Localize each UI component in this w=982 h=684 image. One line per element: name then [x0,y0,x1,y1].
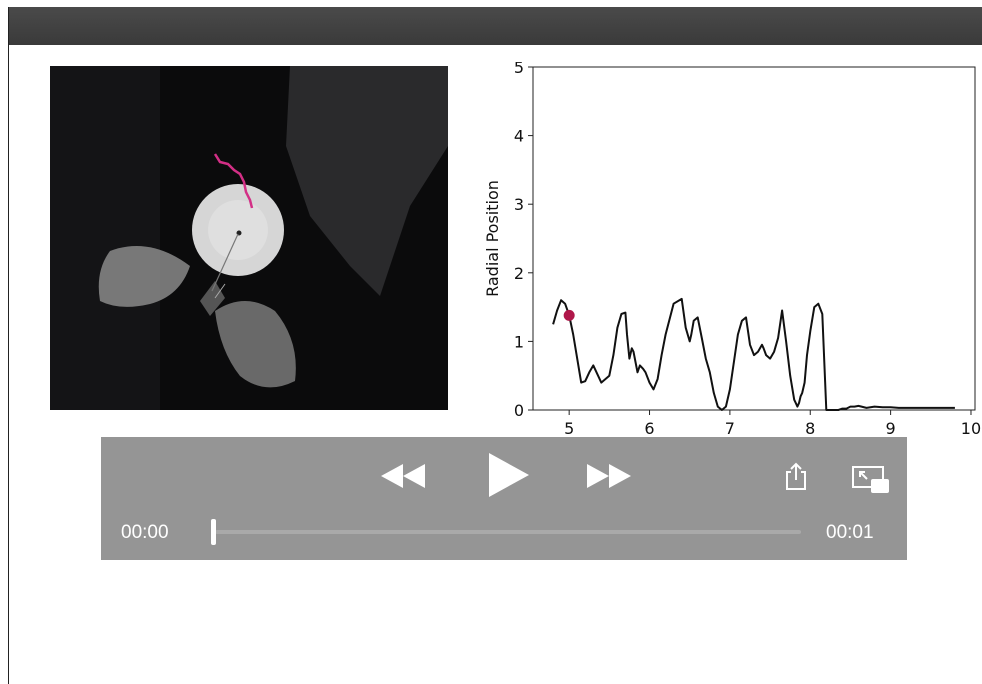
scrubber-handle[interactable] [211,519,216,545]
minimize-window-button[interactable] [62,16,82,36]
close-window-button[interactable] [25,16,45,36]
video-frame-image [50,66,448,410]
rewind-icon [381,464,425,488]
video-frame [50,66,448,410]
fast-forward-icon [587,464,631,488]
title-bar [9,7,982,45]
app-window: 0 1 2 3 4 5 5 6 7 8 9 10 Radial Position [8,7,982,684]
fast-forward-button[interactable] [585,460,633,492]
series-line [552,297,955,411]
y-tick-label: 4 [514,127,524,146]
x-tick-label: 8 [805,419,815,438]
duration-time: 00:01 [826,522,874,543]
play-icon [489,453,529,497]
rewind-button[interactable] [379,460,427,492]
share-button[interactable] [784,461,808,491]
x-tick-label: 7 [725,419,735,438]
x-tick-label: 9 [886,419,896,438]
current-time: 00:00 [121,522,169,543]
zoom-window-button[interactable] [100,16,120,36]
picture-in-picture-button[interactable] [851,465,891,497]
share-icon [786,462,806,490]
x-tick-label: 10 [961,419,981,438]
picture-in-picture-icon [852,466,889,493]
y-tick-label: 2 [514,264,524,283]
video-controls: 00:00 00:01 [101,437,907,560]
current-position-marker [563,309,575,321]
x-tick-label: 6 [644,419,654,438]
y-tick-label: 0 [514,401,524,420]
scrubber-track[interactable] [215,530,801,534]
radial-position-chart: 0 1 2 3 4 5 5 6 7 8 9 10 Radial Position [483,62,981,438]
y-tick-label: 5 [514,62,524,77]
y-axis-label: Radial Position [483,180,502,297]
y-tick-label: 3 [514,195,524,214]
x-tick-label: 5 [564,419,574,438]
plot-frame [532,66,976,411]
play-button[interactable] [485,451,529,499]
y-tick-label: 1 [514,332,524,351]
